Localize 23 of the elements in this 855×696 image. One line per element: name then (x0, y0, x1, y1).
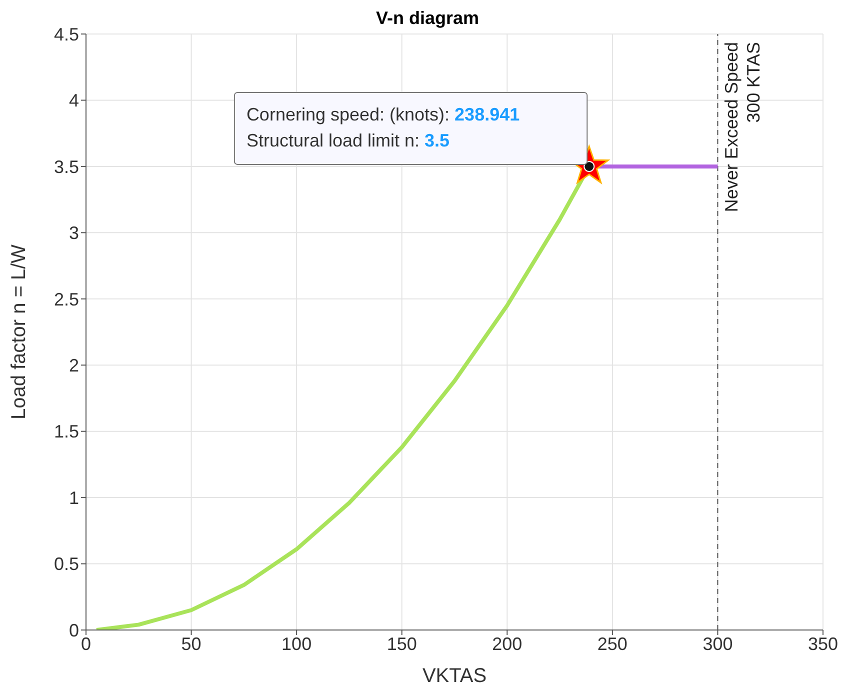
chart-title: V-n diagram (376, 8, 480, 28)
y-tick-label: 3.5 (54, 156, 79, 177)
y-tick-label: 3 (68, 223, 79, 244)
x-tick-label: 100 (282, 634, 312, 654)
x-tick-label: 200 (492, 634, 522, 654)
y-tick-label: 1.5 (54, 422, 79, 442)
x-axis-title: VKTAS (422, 665, 487, 687)
x-tick-label: 350 (808, 634, 838, 654)
y-tick-label: 4.5 (54, 24, 79, 44)
x-tick-label: 150 (386, 634, 417, 654)
annotation: Structural load limit n: 3.5 (246, 130, 450, 150)
ref-line-label: Never Exceed Speed 300 KTAS (722, 42, 764, 212)
x-tick-label: 250 (597, 634, 628, 654)
y-tick-label: 1 (68, 488, 79, 508)
y-tick-label: 2 (68, 356, 79, 376)
y-tick-label: 0 (68, 620, 79, 640)
annotation: Cornering speed: (knots): 238.941 (246, 104, 520, 124)
y-tick-label: 4 (68, 90, 79, 111)
x-tick-label: 300 (702, 634, 733, 654)
y-tick-label: 0.5 (54, 554, 79, 574)
y-tick-label: 2.5 (54, 289, 79, 310)
y-axis-title: Load factor n = L/W (8, 244, 30, 420)
x-tick-label: 50 (181, 634, 202, 654)
